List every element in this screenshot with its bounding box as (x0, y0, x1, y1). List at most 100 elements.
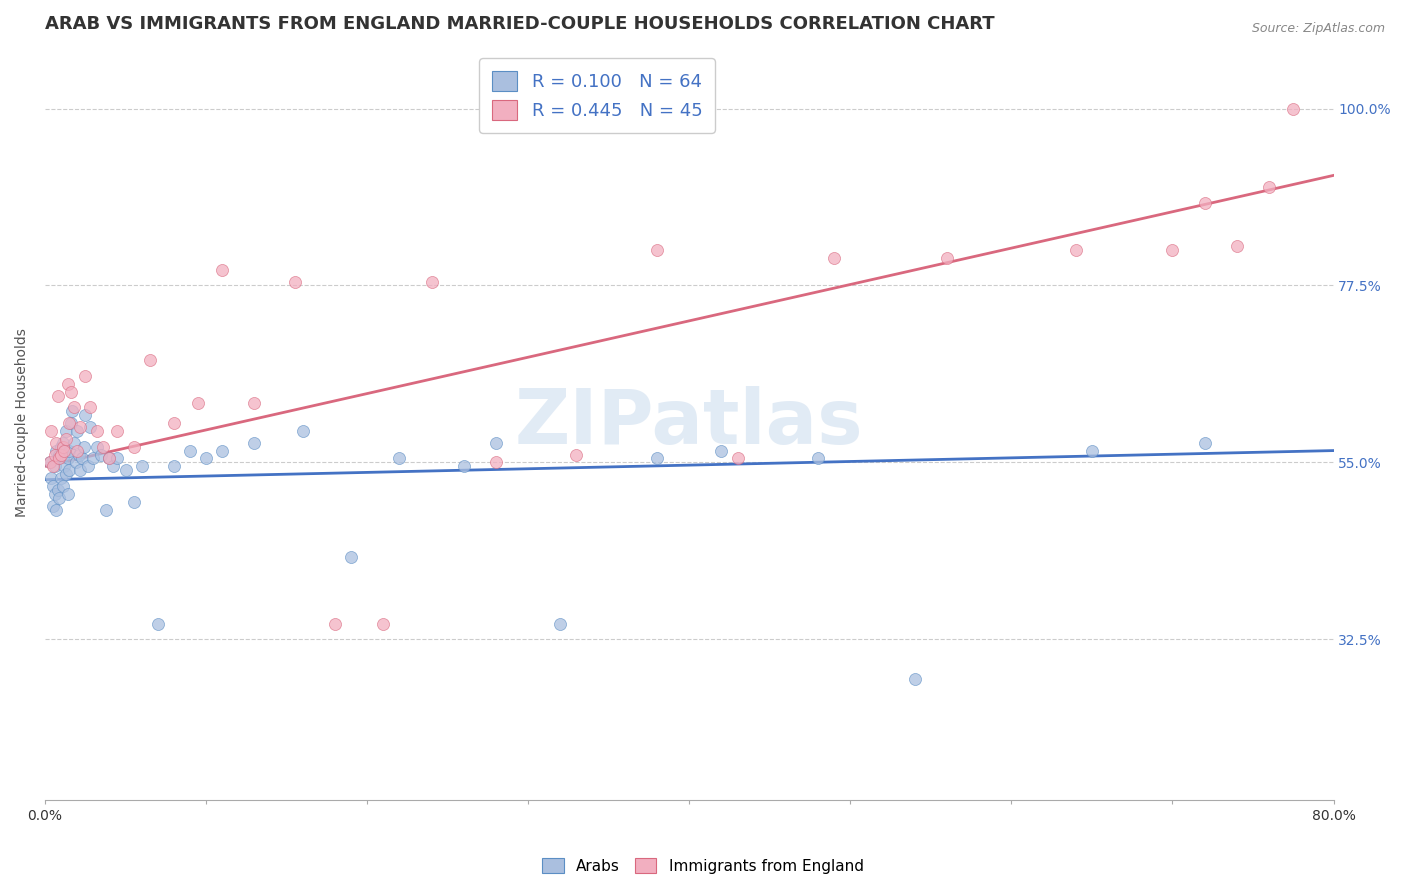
Point (565, 448, 588, 462)
Point (91, 440, 114, 454)
Point (284, 275, 307, 289)
Point (56, 487, 79, 501)
Point (52, 479, 75, 493)
Point (48, 451, 70, 466)
Point (122, 494, 145, 508)
Point (44, 487, 66, 501)
Point (1226, 239, 1249, 253)
Point (936, 251, 959, 265)
Point (44, 459, 66, 474)
Point (52, 435, 75, 450)
Point (550, 616, 572, 631)
Point (66, 424, 89, 438)
Point (243, 396, 266, 410)
Point (904, 672, 927, 686)
Legend: Arabs, Immigrants from England: Arabs, Immigrants from England (536, 852, 870, 880)
Point (42, 479, 65, 493)
Point (90, 448, 112, 462)
Point (1161, 243, 1184, 257)
Point (42, 459, 65, 474)
Point (163, 416, 186, 430)
Point (86, 440, 108, 454)
Point (82, 451, 104, 466)
Point (55, 432, 77, 446)
Point (58, 443, 80, 458)
Point (59, 416, 82, 430)
Point (48, 448, 70, 462)
Text: ARAB VS IMMIGRANTS FROM ENGLAND MARRIED-COUPLE HOUSEHOLDS CORRELATION CHART: ARAB VS IMMIGRANTS FROM ENGLAND MARRIED-… (45, 15, 994, 33)
Point (243, 435, 266, 450)
Point (727, 451, 749, 466)
Point (60, 404, 83, 418)
Point (65, 455, 87, 469)
Point (1258, 180, 1281, 194)
Point (453, 459, 475, 474)
Point (420, 275, 443, 289)
Point (52, 440, 75, 454)
Point (1081, 443, 1104, 458)
Point (98, 451, 121, 466)
Point (340, 549, 363, 564)
Point (645, 451, 668, 466)
Point (98, 451, 121, 466)
Point (49, 448, 72, 462)
Point (107, 451, 129, 466)
Point (56, 451, 79, 466)
Point (138, 353, 160, 368)
Point (710, 443, 733, 458)
Point (41, 471, 63, 485)
Point (44, 448, 66, 462)
Point (53, 443, 76, 458)
Point (1194, 435, 1216, 450)
Point (79, 401, 101, 415)
Point (41, 424, 63, 438)
Point (58, 463, 80, 477)
Point (187, 396, 209, 410)
Point (38, 455, 60, 469)
Point (75, 408, 97, 422)
Point (107, 424, 129, 438)
Point (70, 451, 93, 466)
Point (38, 455, 60, 469)
Point (291, 424, 314, 438)
Point (211, 262, 233, 277)
Point (1064, 243, 1087, 257)
Point (72, 440, 94, 454)
Point (45, 502, 67, 516)
Point (146, 616, 169, 631)
Point (69, 420, 91, 434)
Point (53, 459, 76, 474)
Point (114, 463, 136, 477)
Point (485, 435, 508, 450)
Point (122, 440, 145, 454)
Point (58, 416, 80, 430)
Legend: R = 0.100   N = 64, R = 0.445   N = 45: R = 0.100 N = 64, R = 0.445 N = 45 (479, 59, 716, 133)
Point (46, 388, 69, 402)
Point (49, 440, 72, 454)
Point (59, 384, 82, 399)
Point (388, 451, 411, 466)
Point (49, 471, 72, 485)
Point (485, 455, 508, 469)
Point (323, 616, 346, 631)
Point (179, 443, 201, 458)
Point (101, 459, 124, 474)
Text: Source: ZipAtlas.com: Source: ZipAtlas.com (1251, 22, 1385, 36)
Point (75, 368, 97, 383)
Point (45, 435, 67, 450)
Point (69, 463, 91, 477)
Point (42, 499, 65, 513)
Point (56, 376, 79, 391)
Point (1194, 195, 1216, 210)
Y-axis label: Married-couple Households: Married-couple Households (15, 328, 30, 517)
Point (46, 483, 69, 497)
Point (55, 467, 77, 482)
Point (53, 448, 76, 462)
Point (645, 243, 668, 257)
Point (48, 491, 70, 505)
Point (63, 435, 86, 450)
Point (86, 424, 108, 438)
Point (163, 459, 186, 474)
Point (96, 502, 118, 516)
Point (79, 420, 101, 434)
